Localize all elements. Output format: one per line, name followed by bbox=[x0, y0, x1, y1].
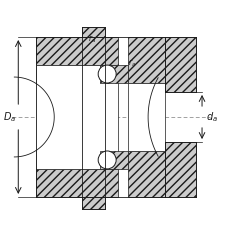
Bar bbox=[100, 65, 128, 83]
Circle shape bbox=[98, 65, 116, 83]
Text: $r_a$: $r_a$ bbox=[88, 34, 96, 45]
Bar bbox=[36, 169, 118, 197]
Bar bbox=[128, 151, 164, 197]
Bar bbox=[164, 37, 195, 92]
Bar bbox=[100, 151, 128, 169]
Bar bbox=[128, 83, 164, 151]
Polygon shape bbox=[14, 65, 54, 169]
Bar bbox=[36, 65, 118, 169]
Bar bbox=[36, 37, 118, 65]
Text: $D_a$: $D_a$ bbox=[3, 110, 16, 124]
Text: $r_a$: $r_a$ bbox=[128, 58, 136, 69]
Bar bbox=[128, 37, 164, 83]
Text: $d_a$: $d_a$ bbox=[205, 110, 217, 124]
Circle shape bbox=[98, 151, 116, 169]
Bar bbox=[164, 142, 195, 197]
Bar bbox=[82, 27, 105, 209]
